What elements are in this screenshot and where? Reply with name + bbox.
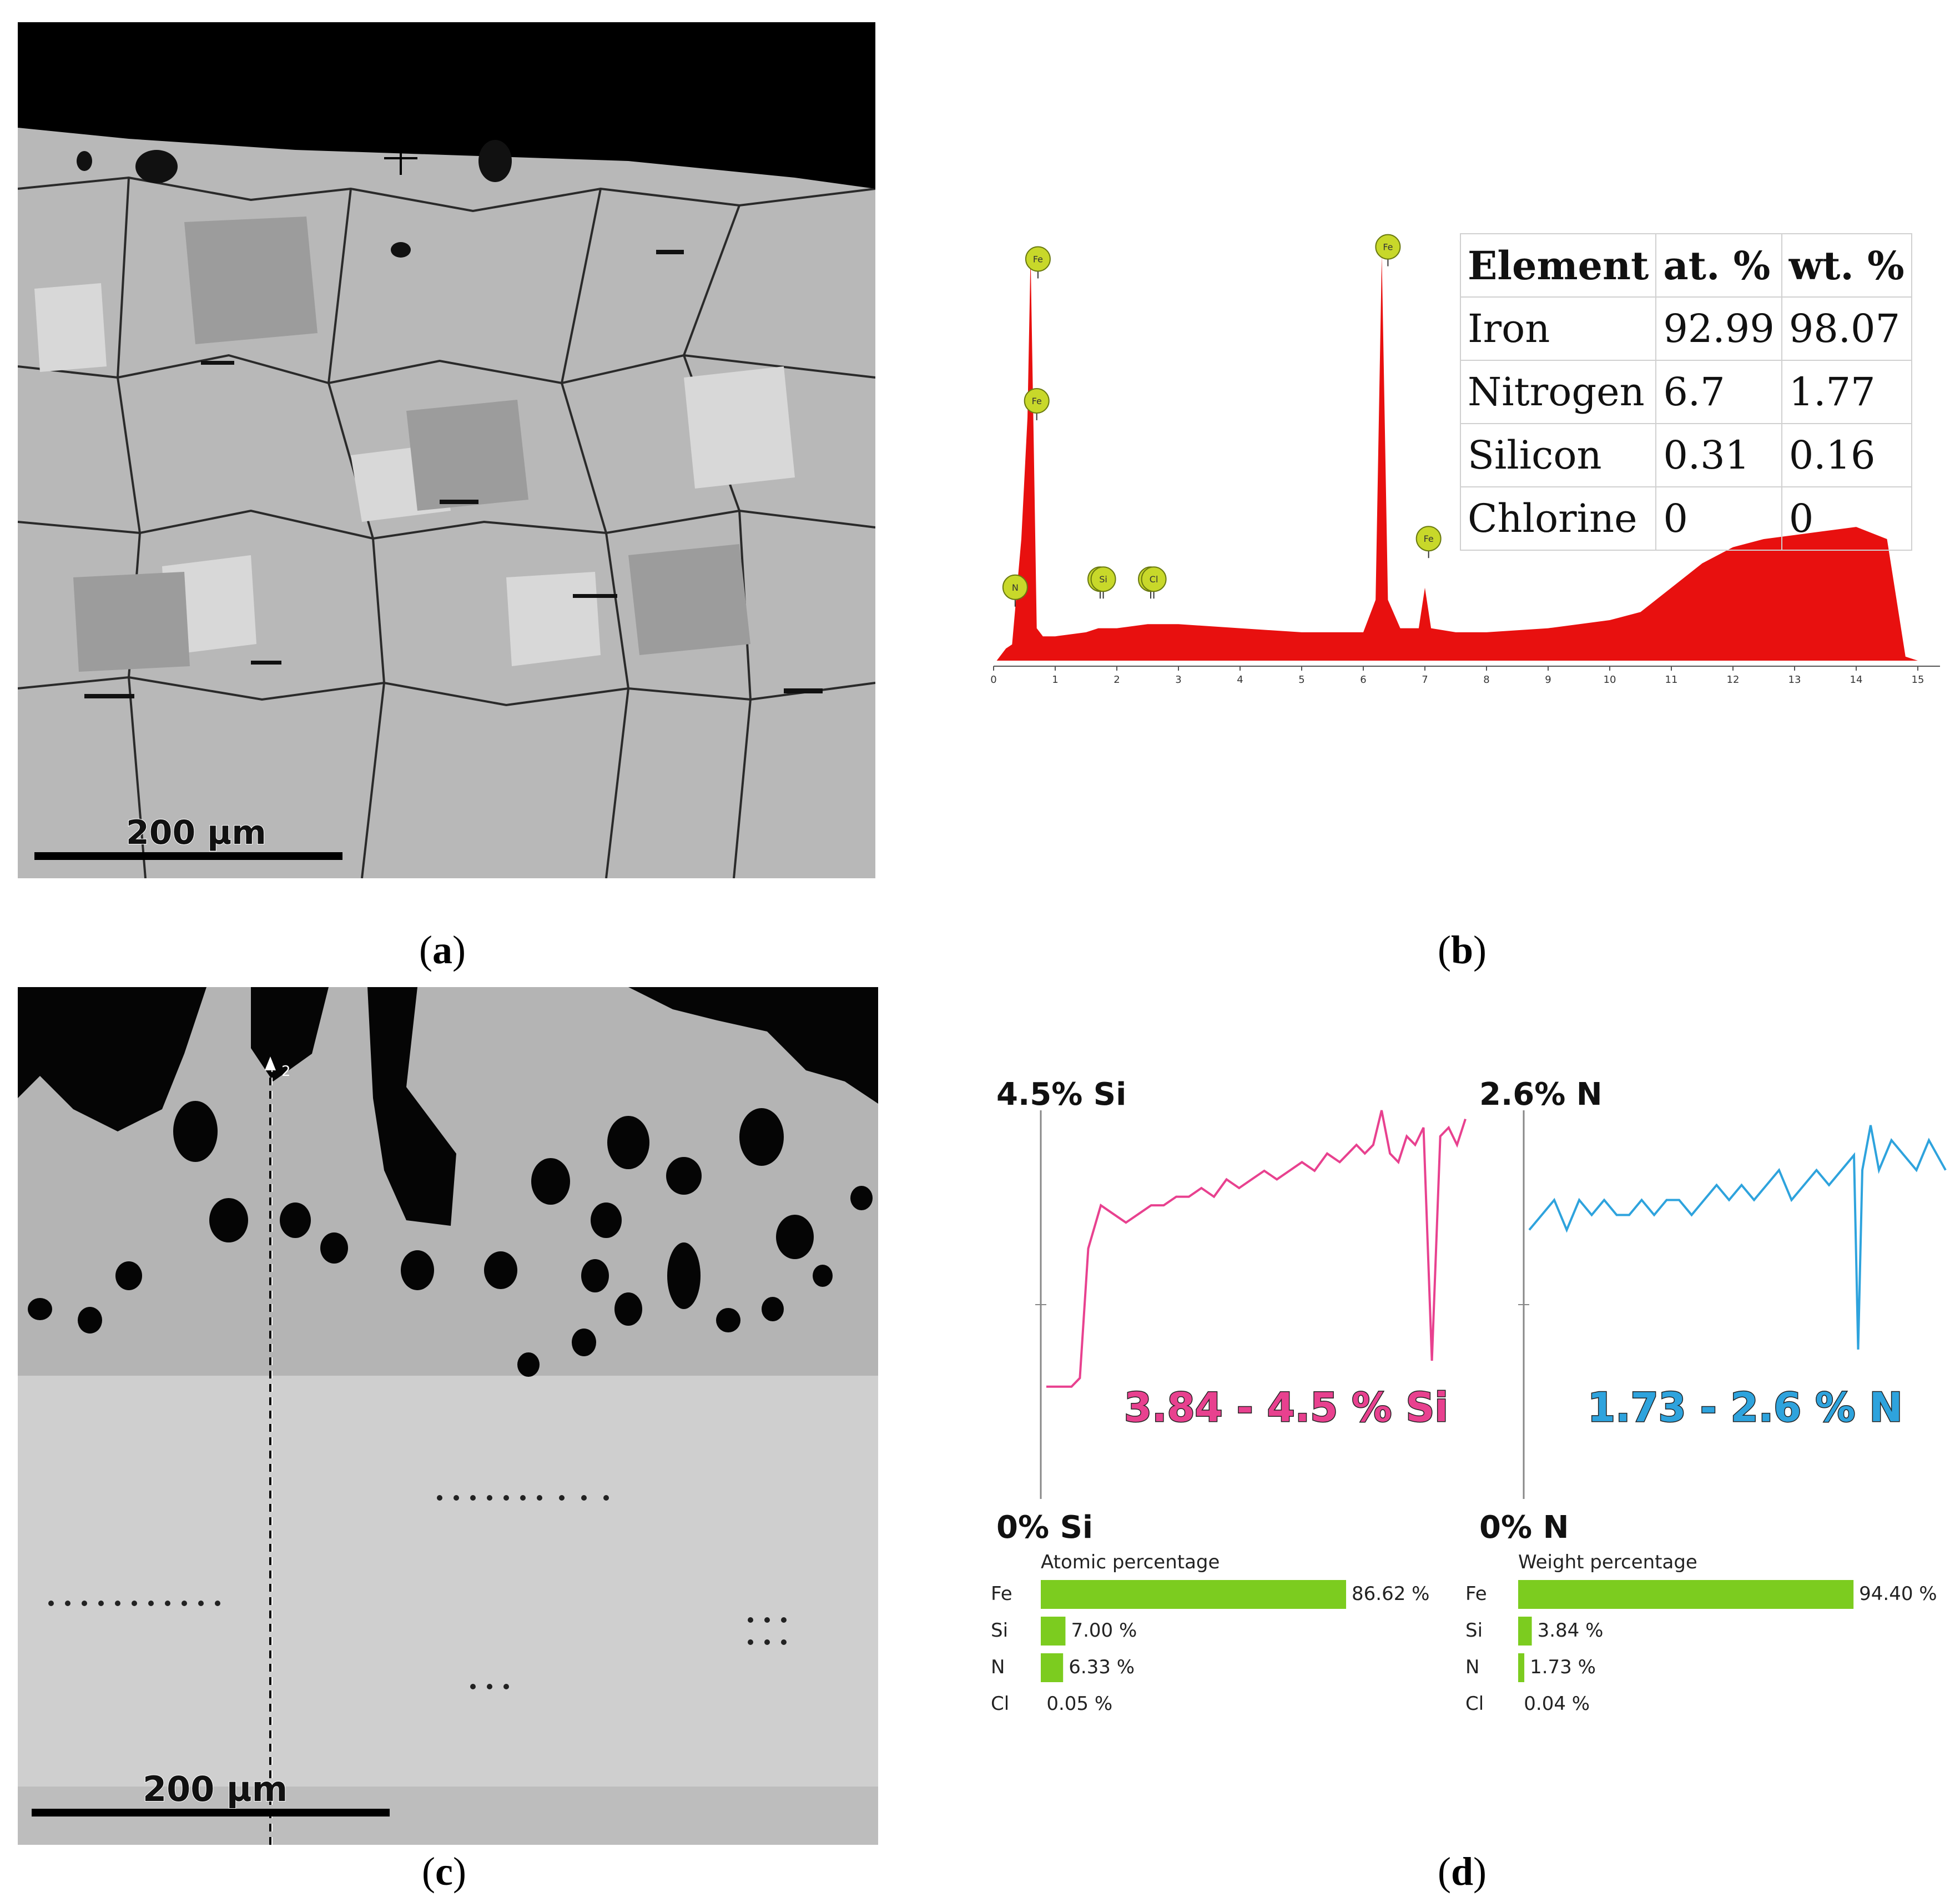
peak-label: Cl [1150,574,1158,585]
peak-marker [1002,574,1028,600]
bar-value-label: 0.05 % [1046,1693,1112,1715]
si-range-label: 3.84 - 4.5 % Si [1124,1384,1448,1431]
bar-element-label: N [991,1656,1005,1678]
x-tick-label: 12 [1727,674,1740,686]
table-row: Nitrogen 6.7 1.77 [1459,360,1912,424]
peak-label: N [1012,582,1019,593]
n-bottom-label: 0% N [1479,1509,1569,1546]
sem-image-c: 2 200 µm [18,987,878,1845]
bar-element-label: Fe [1465,1583,1487,1605]
si-top-label: 4.5% Si [996,1077,1126,1113]
bar-element-label: Cl [991,1693,1009,1715]
n-top-label: 2.6% N [1479,1077,1603,1113]
x-tick-label: 9 [1545,674,1551,686]
eds-spectrum-panel: 0123456789101112131415FeFeNCSiCClFeFe [988,200,1948,700]
peak-marker [1141,566,1167,592]
caption-b: (b) [1438,928,1487,972]
peak-marker [1024,388,1050,414]
peak-label: Si [1099,574,1107,585]
bar-value-label: 6.33 % [1069,1656,1135,1678]
scale-bar-label: 200 µm [126,813,266,852]
x-tick-label: 7 [1422,674,1428,686]
peak-marker [1090,566,1116,592]
bar-element-label: Si [1465,1619,1483,1642]
bar-value-label: 7.00 % [1071,1619,1137,1642]
x-tick-label: 8 [1483,674,1489,686]
bar [1041,1580,1347,1609]
bar-element-label: Fe [991,1583,1012,1605]
weight-percentage-bars: Weight percentage Fe 94.40 % Si 3.84 % N 1.73… [1465,1551,1937,1715]
n-profile: 2.6% N 0% N 1.73 - 2.6 % N [1479,1076,1947,1546]
x-tick-label: 11 [1665,674,1678,686]
marker-2-label: 2 [281,1063,291,1080]
bar-element-label: Si [991,1619,1008,1642]
linescan-chart: 4.5% Si 0% Si 3.84 - 4.5 % Si 2.6% N 0% … [991,1076,1947,1715]
bar-element-label: Cl [1465,1693,1484,1715]
peak-marker [1025,246,1051,272]
scale-bar [34,852,342,860]
scale-bar [32,1809,390,1817]
peak-label: Fe [1033,254,1043,265]
scale-bar-label: 200 µm [143,1769,288,1809]
bar-value-label: 1.73 % [1530,1656,1596,1678]
atomic-title: Atomic percentage [1041,1551,1220,1573]
x-tick-label: 1 [1052,674,1058,686]
caption-c: (c) [422,1849,466,1894]
spectrum-area [996,255,1918,661]
bar-value-label: 3.84 % [1538,1619,1604,1642]
peak-label: Fe [1032,396,1042,406]
eds-composition-table: Element at. % wt. % Iron 92.99 98.07 Nitro… [1459,233,1912,551]
x-tick-label: 14 [1850,674,1863,686]
si-series-line [1046,1110,1467,1388]
table-header: at. % [1655,233,1782,298]
si-profile: 4.5% Si 0% Si 3.84 - 4.5 % Si [996,1076,1467,1546]
caption-a: (a) [419,928,466,972]
x-tick-label: 4 [1237,674,1243,686]
marker-1-cross [384,142,417,175]
peak-marker [1375,234,1401,260]
bar-value-label: 0.04 % [1524,1693,1590,1715]
x-tick-label: 15 [1912,674,1924,686]
sem-image-a: 1 200 µm [18,22,875,878]
table-row: Silicon 0.31 0.16 [1459,423,1912,487]
bar [1518,1580,1854,1609]
linescan-panel: 4.5% Si 0% Si 3.84 - 4.5 % Si 2.6% N 0% … [988,1076,1948,1732]
bar [1041,1653,1064,1682]
bar-element-label: N [1465,1656,1479,1678]
bar-value-label: 94.40 % [1859,1583,1937,1605]
x-tick-label: 0 [990,674,996,686]
marker-1-label: 1 [420,138,430,155]
x-tick-label: 5 [1298,674,1304,686]
x-tick-label: 13 [1788,674,1801,686]
table-header: wt. % [1781,233,1912,298]
x-tick-label: 3 [1175,674,1181,686]
table-header: Element [1459,233,1657,298]
x-tick-label: 6 [1360,674,1366,686]
atomic-percentage-bars: Atomic percentage Fe 86.62 % Si 7.00 % N 6.33… [991,1551,1429,1715]
bar-value-label: 86.62 % [1352,1583,1429,1605]
arrow-up-icon [265,1056,276,1070]
peak-label: Fe [1424,534,1434,544]
n-series-line [1528,1125,1947,1350]
eds-spectrum-chart: 0123456789101112131415FeFeNCSiCClFeFe [990,234,1940,686]
table-row: Iron 92.99 98.07 [1459,296,1912,361]
x-tick-label: 2 [1113,674,1120,686]
x-tick-label: 10 [1604,674,1616,686]
si-bottom-label: 0% Si [996,1509,1093,1546]
weight-title: Weight percentage [1518,1551,1697,1573]
bar [1518,1617,1532,1646]
peak-marker [1415,526,1442,552]
bar [1518,1653,1525,1682]
caption-d: (d) [1438,1849,1487,1894]
bar [1041,1617,1066,1646]
peak-label: Fe [1383,242,1393,253]
table-row: Chlorine 0 0 [1459,486,1912,551]
n-range-label: 1.73 - 2.6 % N [1588,1384,1903,1431]
